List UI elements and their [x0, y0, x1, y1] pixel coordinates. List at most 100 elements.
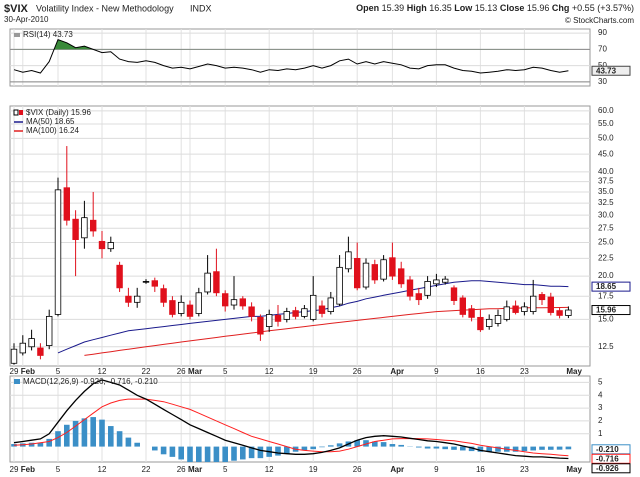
histogram-bar [196, 446, 202, 462]
legend-icon [13, 109, 19, 116]
quote-value: 15.13 [475, 3, 498, 13]
histogram-bar [204, 446, 211, 462]
x-tick-label: Mar [188, 367, 202, 376]
y-tick-label: 1 [598, 429, 603, 438]
candle-body [98, 240, 106, 250]
y-tick-label: 30.0 [598, 210, 614, 219]
y-tick-label: 37.5 [598, 177, 614, 186]
value-box [591, 305, 631, 316]
overbought-area [14, 39, 569, 50]
candle-body [521, 306, 528, 312]
candle-body [248, 306, 255, 317]
candle-body [415, 293, 422, 301]
histogram-bar [125, 437, 132, 447]
x-tick-label: 29 [10, 465, 19, 474]
histogram-bar [521, 446, 528, 452]
histogram-bar [486, 446, 492, 452]
exchange: INDX [190, 3, 212, 13]
histogram-bar [556, 446, 563, 450]
x-tick-label: 26 [353, 465, 362, 474]
histogram-bar [468, 446, 475, 452]
value-box-label: -0.210 [596, 445, 619, 454]
x-tick-label: 9 [434, 465, 439, 474]
histogram-bar [64, 424, 70, 447]
y-tick-label: 25.0 [598, 238, 614, 247]
candle-body [204, 272, 211, 293]
candle-body [362, 262, 370, 288]
candle-body [301, 308, 308, 317]
histogram-bar [275, 446, 281, 456]
histogram-bar [90, 417, 96, 447]
rsi-line [13, 38, 569, 74]
x-tick-label: 12 [265, 367, 274, 376]
candle-body [257, 316, 264, 335]
histogram-bar [328, 445, 334, 447]
candle-body [54, 189, 62, 315]
histogram-bar [336, 443, 343, 447]
histogram-bar [187, 446, 193, 462]
candle-body [265, 314, 273, 327]
histogram-bar [46, 438, 52, 447]
histogram-bar [389, 444, 396, 447]
x-tick-label: 5 [223, 465, 228, 474]
candle-body [28, 338, 35, 348]
x-tick-label: 23 [520, 465, 529, 474]
x-tick-label: 16 [476, 465, 485, 474]
quote-label: Open [356, 3, 379, 13]
histogram-bar [152, 446, 158, 451]
x-tick-label: 22 [142, 367, 151, 376]
candle-body [353, 258, 361, 289]
histogram-bar [231, 446, 237, 461]
quote-label: Chg [552, 3, 570, 13]
candle-body [556, 310, 563, 316]
signal-line [13, 398, 569, 457]
candle-body [63, 187, 70, 221]
x-tick-label: 5 [223, 367, 228, 376]
x-tick-label: 12 [98, 465, 107, 474]
candle-body [459, 297, 466, 315]
candle-body [90, 219, 97, 232]
histogram-bar [257, 446, 264, 459]
candle-body [292, 310, 299, 317]
candle-body [406, 279, 414, 297]
y-tick-label: 55.0 [598, 119, 614, 128]
histogram-bar [380, 442, 387, 447]
x-tick-label: Apr [390, 367, 404, 376]
x-tick-label: May [566, 367, 582, 376]
candle-body [133, 295, 141, 303]
histogram-bar [310, 446, 316, 450]
y-tick-label: 22.5 [598, 254, 614, 263]
histogram-bar [495, 446, 501, 452]
candle-body [160, 288, 167, 303]
x-tick-label: 23 [520, 367, 529, 376]
panel-frame [9, 28, 591, 87]
candle-body [503, 306, 510, 320]
candle-body [186, 304, 194, 317]
y-tick-label: 3 [598, 403, 603, 412]
y-tick-label: 12.5 [598, 342, 614, 351]
y-tick-label: 4 [598, 390, 603, 399]
candle-body [565, 309, 572, 316]
date: 30-Apr-2010 [4, 15, 49, 24]
histogram-bar [169, 446, 176, 457]
histogram-bar [460, 446, 466, 451]
panel-title: MACD(12,26,9) -0.926, -0.716, -0.210 [23, 377, 158, 386]
histogram-bar [433, 446, 440, 449]
y-tick-label: 20.0 [598, 271, 614, 280]
legend-icon [19, 110, 23, 115]
candle-body [538, 294, 546, 301]
y-tick-label: 70 [598, 44, 607, 53]
candle-body [37, 347, 44, 356]
candle-body [468, 308, 475, 318]
x-tick-label: 26 [177, 367, 186, 376]
candle-body [177, 301, 185, 314]
value-box-label: 43.73 [596, 66, 617, 75]
candle-body [512, 305, 519, 313]
moving-average [84, 306, 569, 356]
candle-body [389, 257, 396, 277]
histogram-bar [398, 444, 404, 447]
legend-label: $VIX (Daily) 15.96 [26, 108, 91, 117]
symbol: $VIX [4, 3, 29, 15]
quote-value: 15.39 [382, 3, 405, 13]
candle-body [494, 315, 502, 324]
